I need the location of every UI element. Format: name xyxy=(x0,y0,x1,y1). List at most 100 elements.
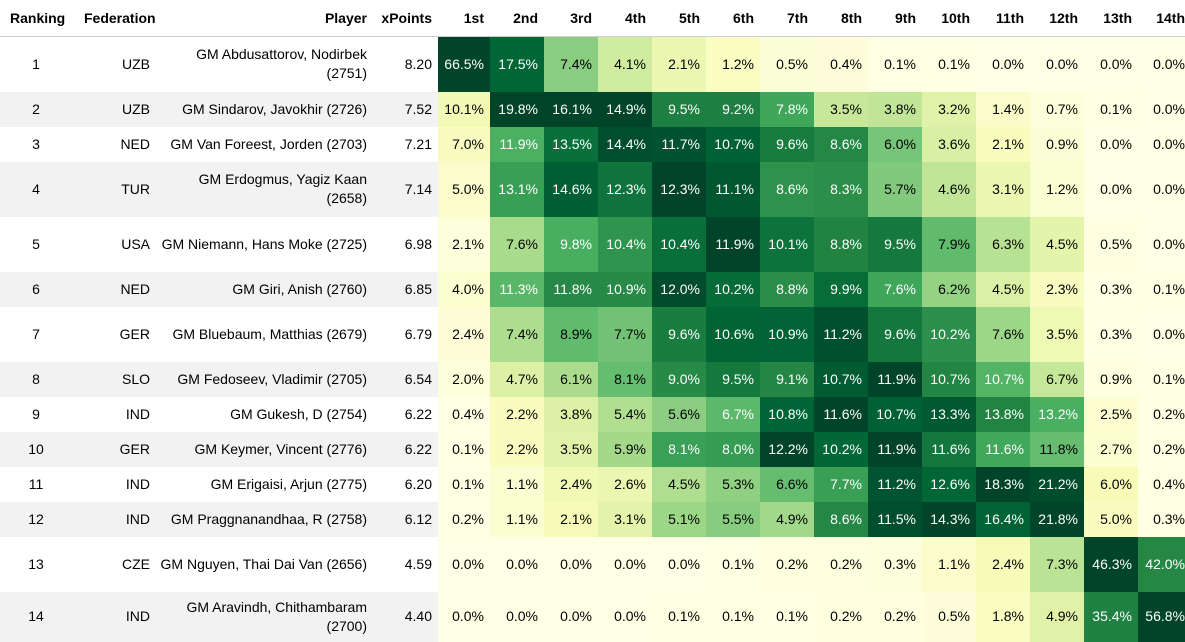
player-cell: GM Giri, Anish (2760) xyxy=(160,271,373,307)
probability-cell: 6.2% xyxy=(922,271,976,307)
federation-cell: NED xyxy=(120,135,150,152)
federation-cell: GER xyxy=(72,431,160,467)
probability-cell: 7.6% xyxy=(868,271,922,307)
probability-cell: 7.8% xyxy=(760,91,814,127)
probability-cell: 7.3% xyxy=(1030,536,1084,592)
probability-cell: 10.9% xyxy=(598,271,652,307)
rank-cell: 9 xyxy=(32,405,40,422)
probability-cell: 6.0% xyxy=(868,126,922,162)
probability-cell: 6.0% xyxy=(1084,466,1138,502)
table-row: 1 UZB GM Abdusattorov, Nodirbek (2751) 8.20… xyxy=(0,36,1185,92)
probability-cell: 0.2% xyxy=(814,536,868,592)
probability-cell: 12.2% xyxy=(760,431,814,467)
probability-cell: 0.5% xyxy=(922,591,976,642)
probability-cell: 0.1% xyxy=(1138,361,1185,397)
probability-cell: 2.6% xyxy=(598,466,652,502)
probability-cell: 1.1% xyxy=(490,501,544,537)
header-place-9: 9th xyxy=(868,0,922,37)
probability-cell: 9.6% xyxy=(868,306,922,362)
probability-cell: 0.2% xyxy=(760,536,814,592)
probability-cell: 10.2% xyxy=(814,431,868,467)
header-place-1: 1st xyxy=(438,0,490,37)
probability-cell: 2.4% xyxy=(976,536,1030,592)
xpoints-cell: 6.98 xyxy=(404,235,432,252)
probability-cell: 3.5% xyxy=(1030,306,1084,362)
player-cell: GM Nguyen, Thai Dai Van (2656) xyxy=(160,555,367,572)
probability-cell: 6.7% xyxy=(1030,361,1084,397)
probability-cell: 0.0% xyxy=(490,591,544,642)
header-place-7: 7th xyxy=(760,0,814,37)
probability-cell: 0.0% xyxy=(1138,36,1185,92)
probability-cell: 7.7% xyxy=(814,466,868,502)
probability-cell: 2.3% xyxy=(1030,271,1084,307)
probability-cell: 1.2% xyxy=(706,36,760,92)
player-cell: GM Sindarov, Javokhir (2726) xyxy=(160,91,373,127)
table-body: 1 UZB GM Abdusattorov, Nodirbek (2751) 8.20… xyxy=(0,36,1185,642)
probability-cell: 0.0% xyxy=(1138,216,1185,272)
probability-cell: 5.9% xyxy=(598,431,652,467)
probability-cell: 9.5% xyxy=(868,216,922,272)
probability-cell: 5.1% xyxy=(652,501,706,537)
probability-cell: 0.2% xyxy=(868,591,922,642)
probability-cell: 4.9% xyxy=(760,501,814,537)
probability-cell: 2.0% xyxy=(438,361,490,397)
probability-cell: 17.5% xyxy=(490,36,544,92)
probability-cell: 0.1% xyxy=(1138,271,1185,307)
probability-cell: 0.2% xyxy=(438,501,490,537)
probability-cell: 7.9% xyxy=(922,216,976,272)
probability-cell: 7.4% xyxy=(544,36,598,92)
probability-cell: 11.8% xyxy=(1030,431,1084,467)
probability-cell: 5.0% xyxy=(1084,501,1138,537)
probability-cell: 0.0% xyxy=(1138,161,1185,217)
probability-cell: 0.0% xyxy=(976,36,1030,92)
probability-cell: 0.1% xyxy=(922,36,976,92)
table-row: 3 NED GM Van Foreest, Jorden (2703) 7.21 7.0… xyxy=(0,126,1185,162)
probability-cell: 10.2% xyxy=(922,306,976,362)
probability-cell: 0.0% xyxy=(544,536,598,592)
probability-cell: 2.1% xyxy=(652,36,706,92)
xpoints-cell: 6.20 xyxy=(404,475,432,492)
probability-cell: 0.0% xyxy=(1138,91,1185,127)
federation-cell: GER xyxy=(119,325,150,342)
header-place-11: 11th xyxy=(976,0,1030,37)
header-place-13: 13th xyxy=(1084,0,1138,37)
probability-cell: 5.0% xyxy=(438,161,490,217)
probability-cell: 3.1% xyxy=(598,501,652,537)
probability-cell: 12.0% xyxy=(652,271,706,307)
federation-cell: CZE xyxy=(122,555,150,572)
probability-cell: 6.6% xyxy=(760,466,814,502)
probability-cell: 0.1% xyxy=(706,591,760,642)
xpoints-cell: 6.54 xyxy=(373,361,438,397)
probability-cell: 14.9% xyxy=(598,91,652,127)
probability-cell: 0.0% xyxy=(1138,126,1185,162)
probability-cell: 4.6% xyxy=(922,161,976,217)
probability-cell: 11.6% xyxy=(976,431,1030,467)
probability-cell: 4.1% xyxy=(598,36,652,92)
probability-cell: 2.1% xyxy=(544,501,598,537)
probability-cell: 11.9% xyxy=(868,361,922,397)
probability-cell: 5.5% xyxy=(706,501,760,537)
table-row: 10 GER GM Keymer, Vincent (2776) 6.22 0.1% 2.… xyxy=(0,431,1185,467)
xpoints-cell: 6.22 xyxy=(404,405,432,422)
player-cell: GM Bluebaum, Matthias (2679) xyxy=(172,325,367,342)
rank-cell: 5 xyxy=(32,235,40,252)
xpoints-cell: 6.85 xyxy=(373,271,438,307)
probability-cell: 7.0% xyxy=(438,126,490,162)
probability-cell: 0.0% xyxy=(1084,161,1138,217)
probability-cell: 10.4% xyxy=(598,216,652,272)
probability-cell: 3.8% xyxy=(544,396,598,432)
player-cell: GM Keymer, Vincent (2776) xyxy=(160,431,373,467)
probability-cell: 0.1% xyxy=(438,466,490,502)
probability-cell: 2.1% xyxy=(438,216,490,272)
probability-cell: 9.6% xyxy=(652,306,706,362)
probability-cell: 16.4% xyxy=(976,501,1030,537)
probability-cell: 13.3% xyxy=(922,396,976,432)
federation-cell: IND xyxy=(125,475,150,492)
probability-cell: 0.4% xyxy=(438,396,490,432)
table-row: 8 SLO GM Fedoseev, Vladimir (2705) 6.54 2.0%… xyxy=(0,361,1185,397)
probability-cell: 21.8% xyxy=(1030,501,1084,537)
rank-cell: 3 xyxy=(32,135,40,152)
rank-cell: 10 xyxy=(0,431,72,467)
probability-cell: 7.4% xyxy=(490,306,544,362)
federation-cell: SLO xyxy=(72,361,160,397)
